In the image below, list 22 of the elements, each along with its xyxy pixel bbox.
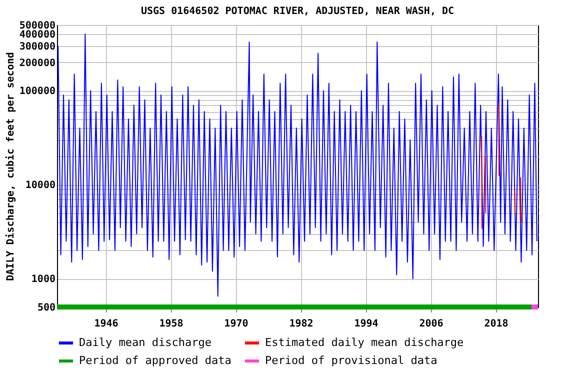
chart-title: USGS 01646502 POTOMAC RIVER, ADJUSTED, NEAR WASH, DC <box>140 6 454 17</box>
legend-label: Period of provisional data <box>265 354 438 367</box>
x-tick-label: 2018 <box>484 318 508 330</box>
legend-label: Daily mean discharge <box>79 336 212 349</box>
y-tick-label: 10000 <box>25 180 56 192</box>
y-axis-title: DAILY Discharge, cubic feet per second <box>4 52 16 281</box>
y-tick-label: 200000 <box>19 58 56 69</box>
x-tick-label: 1994 <box>354 318 378 330</box>
y-tick-label: 500 <box>37 302 56 314</box>
x-tick-label: 1982 <box>289 318 314 330</box>
x-tick-label: 2006 <box>419 318 444 330</box>
x-tick-label: 1958 <box>159 318 184 330</box>
line-series <box>58 34 538 297</box>
y-tick-label: 400000 <box>19 30 56 41</box>
y-tick-label: 1000 <box>31 274 56 286</box>
y-tick-label: 500000 <box>19 20 56 32</box>
legend-label: Estimated daily mean discharge <box>265 336 464 349</box>
legend-label: Period of approved data <box>79 354 232 367</box>
x-tick-label: 1946 <box>94 318 118 330</box>
x-tick-label: 1970 <box>224 318 248 330</box>
y-tick-label: 300000 <box>19 41 56 52</box>
y-tick-label: 100000 <box>19 86 56 98</box>
